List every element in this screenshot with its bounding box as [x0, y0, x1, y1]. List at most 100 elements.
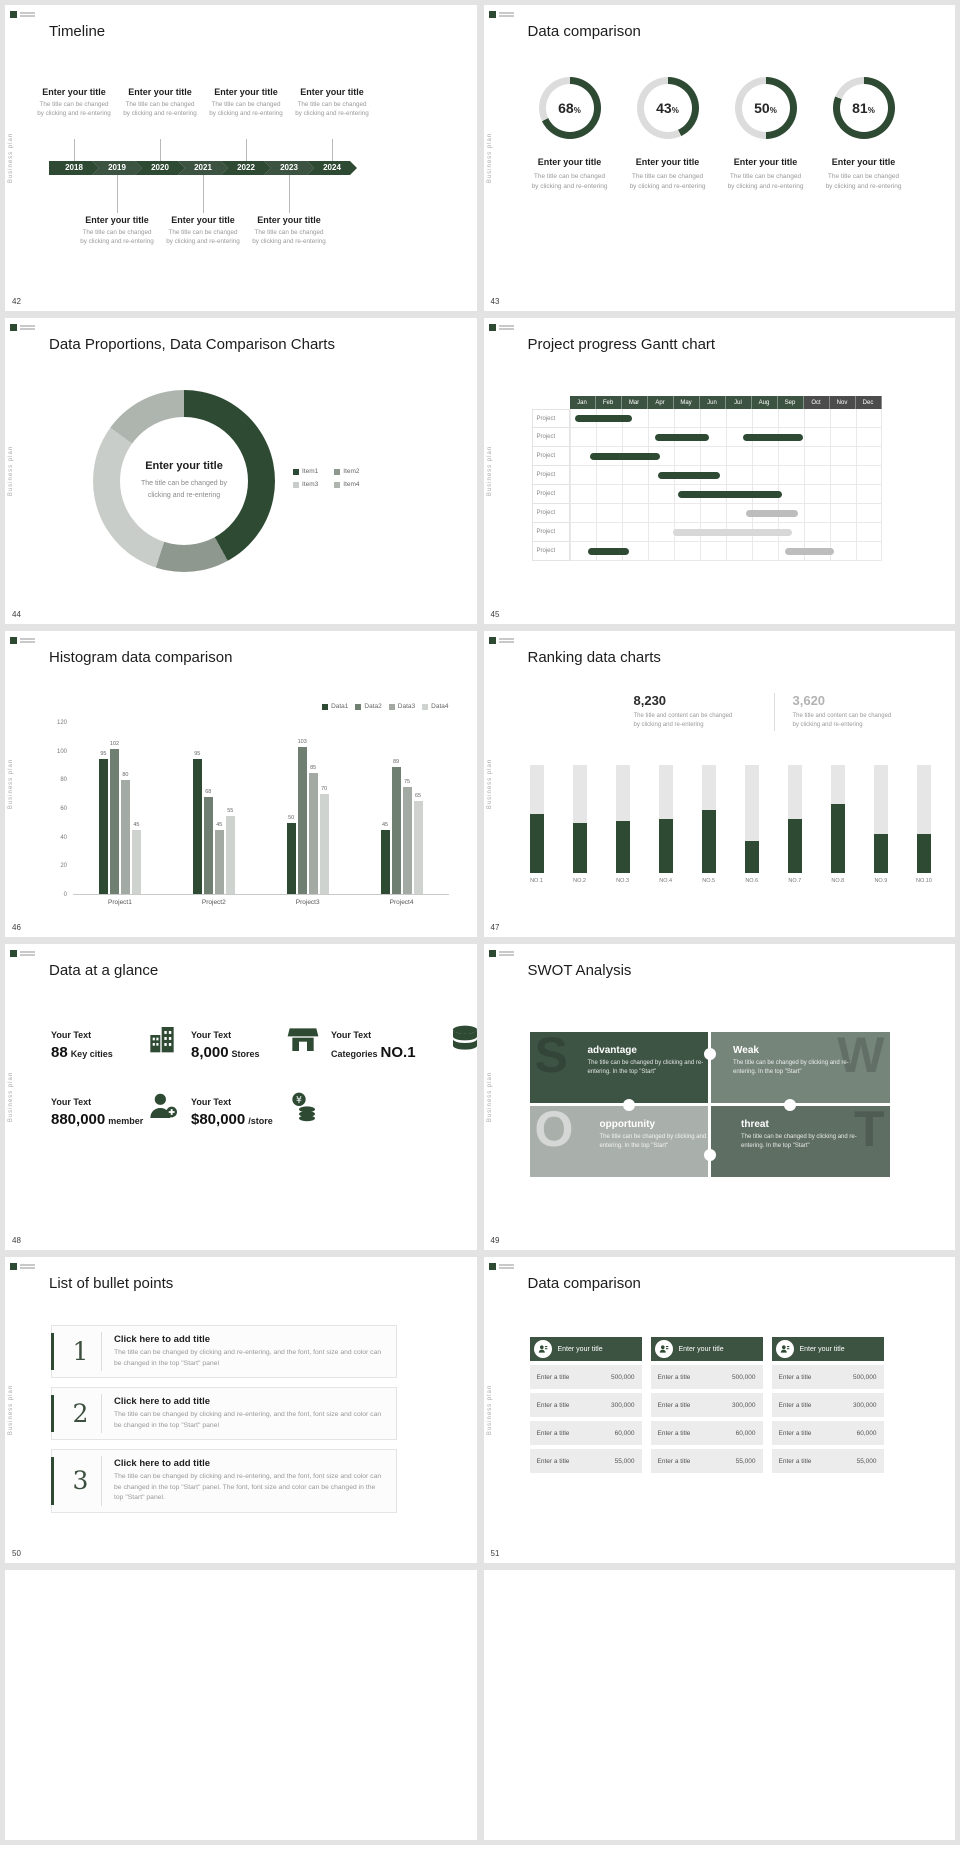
row-value: 300,000 [732, 1401, 756, 1409]
percent-value: 68 [558, 100, 574, 116]
connector-line [289, 175, 290, 213]
slide-number: 48 [12, 1236, 21, 1245]
timeline-item: Enter your title The title can be changed… [69, 175, 165, 247]
table-row: Enter a title 500,000 [650, 1365, 763, 1389]
ranking-bar-track: NO.10 [916, 765, 932, 884]
percent-sign: % [573, 106, 581, 115]
stat-unit: Categories [331, 1049, 378, 1059]
slide-timeline[interactable]: Business plan Timeline Enter your title T… [5, 5, 477, 311]
slide-title: Data comparison [527, 23, 641, 40]
row-label: Enter a title [778, 1429, 812, 1437]
row-label: Enter a title [778, 1457, 812, 1465]
ranking-bar-label: NO.8 [831, 878, 845, 884]
list-item-number: 2 [60, 1394, 102, 1434]
bar: 80 [120, 772, 130, 894]
member-icon [147, 1090, 179, 1122]
logo-mark [10, 949, 17, 957]
bar-value-label: 103 [297, 739, 307, 746]
slide-title: Timeline [49, 23, 106, 40]
data-table: Enter your title Enter a title 500,000 Ente… [650, 1337, 763, 1473]
stat-value: 8,000 [191, 1044, 229, 1061]
table-row: Enter a title 55,000 [529, 1449, 642, 1473]
donut-chart: Enter your title The title can be change… [93, 390, 275, 572]
bar-value-label: 70 [321, 786, 328, 793]
legend-label: Data1 [331, 703, 349, 710]
slide-data-proportions[interactable]: Business plan Data Proportions, Data Com… [5, 318, 477, 624]
slide-donut-comparison[interactable]: Business plan Data comparison 68% Enter … [483, 5, 955, 311]
list-item-body: The title can be changed by clicking and… [114, 1411, 382, 1429]
list-item-body: The title can be changed by clicking and… [114, 1473, 382, 1502]
stat-unit: Stores [231, 1049, 260, 1059]
puzzle-notch [623, 1098, 636, 1111]
list-item-body: The title can be changed by clicking and… [114, 1349, 382, 1367]
logo-mark [488, 949, 496, 957]
gantt-row-cells [569, 485, 882, 504]
stat-block-left: 8,230 The title and content can be chang… [634, 693, 756, 731]
bar-value-label: 95 [100, 750, 107, 757]
category-label: Project1 [108, 899, 132, 906]
list-item: 2 Click here to add title The title can … [51, 1387, 397, 1441]
slide-data-tables[interactable]: Business plan Data comparison Enter your… [483, 1257, 955, 1563]
swot-threat-cell: T threat The title can be changed by cli… [711, 1106, 890, 1177]
bar: 89 [391, 759, 401, 894]
comparison-tables: Enter your title Enter a title 500,000 Ente… [529, 1337, 884, 1473]
gantt-bar [784, 548, 834, 555]
swot-letter-s: S [534, 1032, 568, 1083]
donut-stat: 81% Enter your title The title can be ch… [820, 77, 908, 193]
legend-swatch [293, 468, 299, 475]
slide-data-glance[interactable]: Business plan Data at a glance Your Text… [5, 944, 477, 1250]
slide-histogram[interactable]: Business plan Histogram data comparison … [5, 631, 477, 937]
stats-row: Your Text 880,000 member Your Text $80,00… [51, 1092, 477, 1128]
vertical-brand-label: Business plan [8, 758, 14, 810]
gantt-bar [745, 510, 798, 517]
slide-logo [488, 10, 514, 19]
row-label: Enter a title [536, 1457, 570, 1465]
gantt-month-header: Dec [855, 396, 882, 409]
stat-value: 8,230 [633, 693, 667, 708]
gantt-chart: Jan Feb Mar Apr May Jun Jul Aug Sep Oct Nov Dec Pro… [531, 396, 882, 561]
slide-bullet-list[interactable]: Business plan List of bullet points 1 Cl… [5, 1257, 477, 1563]
desc-line: The title can be changed [729, 173, 802, 180]
donut-stat: 50% Enter your title The title can be ch… [722, 77, 810, 193]
row-label: Enter a title [536, 1401, 570, 1409]
ranking-bar-fill [529, 813, 544, 873]
stat-desc: The title and content can be changed by c… [793, 712, 915, 731]
swot-letter-t: T [853, 1106, 885, 1157]
slide-gantt[interactable]: Business plan Project progress Gantt cha… [483, 318, 955, 624]
swot-weak-cell: W Weak The title can be changed by click… [711, 1032, 890, 1103]
timeline-item-desc: by clicking and re-entering [209, 110, 283, 118]
slide-swot[interactable]: Business plan SWOT Analysis S advantage … [483, 944, 955, 1250]
timeline-item-desc: The title can be changed [82, 229, 152, 236]
bar-value-label: 95 [194, 750, 201, 757]
stat-unit: member [108, 1116, 144, 1126]
row-value: 60,000 [614, 1429, 635, 1437]
ranking-bar-fill [830, 803, 845, 873]
slide-logo [10, 1262, 35, 1271]
donut-ring: 81% [832, 77, 895, 139]
stat-value: 3,620 [792, 693, 826, 708]
puzzle-notch [703, 1149, 716, 1161]
ranking-stats: 8,230 The title and content can be chang… [634, 693, 915, 731]
bar: 68 [203, 789, 213, 894]
stats-grid: Your Text 88 Key cities Your Text 8,000 St… [51, 1025, 477, 1164]
timeline-item-desc: by clicking and re-entering [252, 238, 326, 246]
ranking-bar-fill [658, 819, 673, 873]
timeline-item-desc: by clicking and re-entering [37, 110, 111, 118]
store-icon [287, 1023, 319, 1055]
bar-value-label: 50 [288, 814, 295, 821]
ranking-bar-track: NO.5 [701, 765, 716, 884]
slide-logo [10, 949, 35, 958]
logo-mark [10, 323, 17, 331]
gantt-month-header: Apr [647, 396, 674, 409]
row-label: Enter a title [657, 1457, 691, 1465]
vertical-brand-label: Business plan [486, 1384, 493, 1436]
swot-desc: The title can be changed by clicking and… [587, 1060, 704, 1076]
vertical-brand-label: Business plan [8, 445, 14, 497]
legend-label: Item3 [302, 481, 319, 488]
timeline-item-desc: The title can be changed [125, 101, 195, 108]
svg-text:¥: ¥ [296, 1095, 302, 1106]
ranking-bar-label: NO.6 [745, 878, 759, 884]
percent-sign: % [671, 106, 679, 115]
slide-ranking[interactable]: Business plan Ranking data charts 8,230 … [483, 631, 955, 937]
stat-line: Categories NO.1 [331, 1044, 447, 1061]
